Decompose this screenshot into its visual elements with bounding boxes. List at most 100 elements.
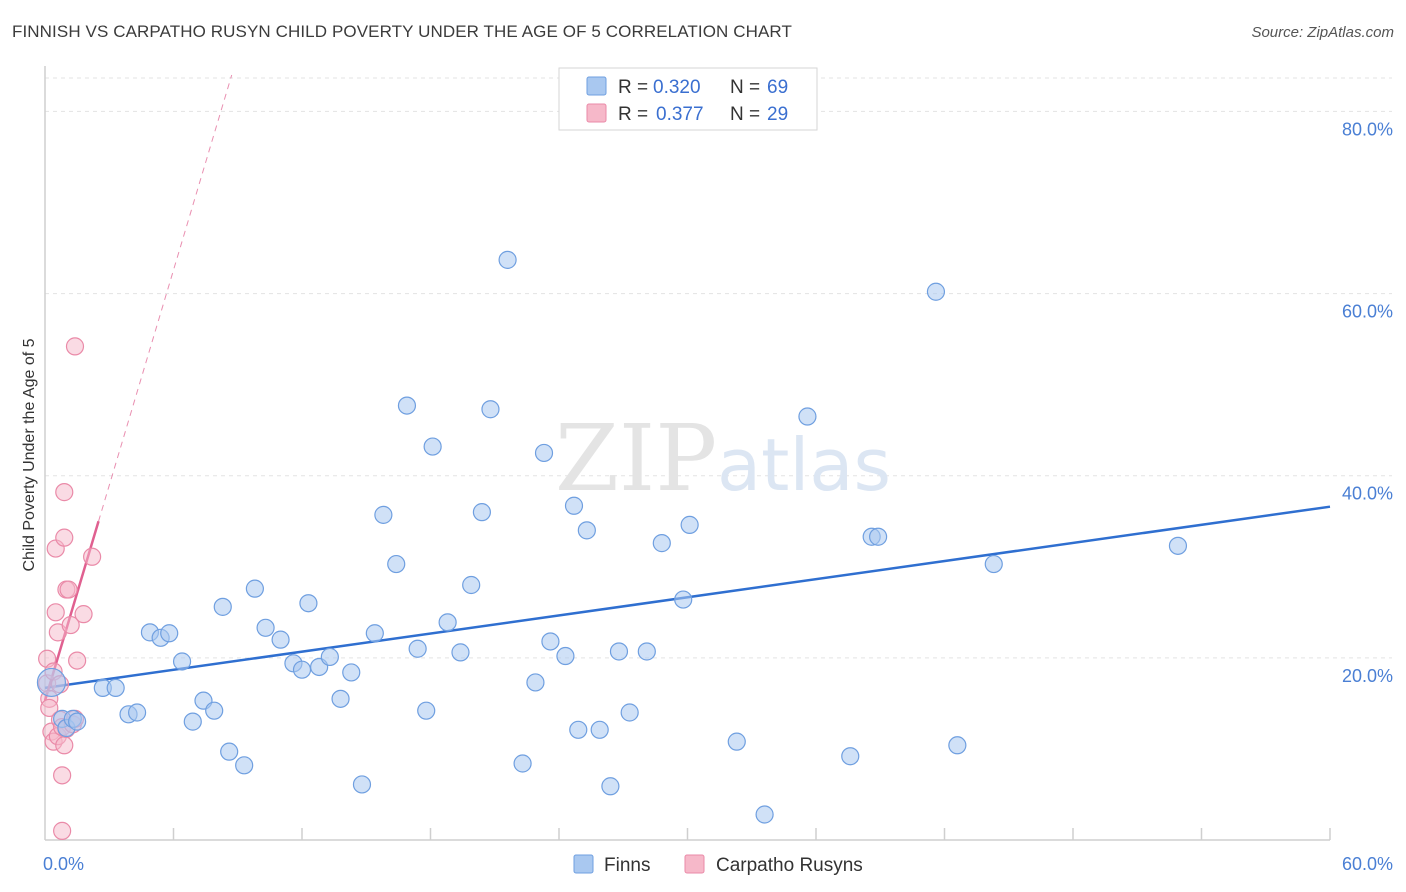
- finns-point: [205, 701, 224, 720]
- series-legend: Finns Carpatho Rusyns: [573, 854, 863, 876]
- rusyn-point: [61, 615, 80, 635]
- finns-point: [948, 736, 967, 755]
- x-tick-label-min: 0.0%: [43, 854, 84, 874]
- y-tick-label-60: 60.0%: [1342, 302, 1393, 322]
- y-tick-label-20: 20.0%: [1342, 666, 1393, 686]
- rusyn-r-label: R =: [618, 104, 648, 125]
- finns-point: [365, 624, 384, 643]
- finns-point: [292, 660, 312, 679]
- rusyn-point: [46, 603, 65, 622]
- gridlines: [45, 77, 1392, 659]
- rusyn-point: [55, 483, 74, 502]
- chart-title: FINNISH VS CARPATHO RUSYN CHILD POVERTY …: [12, 22, 792, 41]
- finns-point: [755, 805, 774, 824]
- finns-point: [320, 647, 339, 667]
- finns-points: [36, 250, 1188, 824]
- finns-point: [438, 613, 457, 632]
- rusyn-point: [55, 528, 74, 547]
- finns-point: [590, 720, 609, 739]
- finns-point: [513, 754, 532, 773]
- finns-point: [620, 703, 639, 722]
- x-tick-label-max: 60.0%: [1342, 854, 1393, 874]
- finns-point: [674, 590, 693, 609]
- finns-point: [984, 554, 1003, 574]
- finns-point: [160, 624, 179, 643]
- finns-point: [271, 630, 290, 649]
- finns-point: [352, 775, 372, 794]
- finns-point: [106, 678, 125, 698]
- y-tick-label-40: 40.0%: [1342, 484, 1393, 504]
- finns-bottom-swatch: [573, 854, 594, 874]
- finns-point: [637, 642, 656, 661]
- finns-point: [387, 554, 406, 574]
- finns-point: [397, 396, 417, 415]
- finns-point: [564, 496, 584, 515]
- finns-r-label: R =: [618, 77, 648, 98]
- rusyn-r-value: 0.377: [656, 104, 704, 125]
- finns-point: [569, 720, 588, 739]
- rusyn-point: [74, 605, 93, 624]
- finns-point: [213, 597, 232, 616]
- finns-point: [451, 643, 470, 662]
- watermark-atlas: atlas: [717, 423, 891, 507]
- finns-point: [183, 712, 202, 731]
- rusyn-legend-swatch: [586, 103, 607, 123]
- rusyn-legend-label: Carpatho Rusyns: [716, 855, 863, 876]
- finns-point: [926, 282, 946, 301]
- finns-r-value: 0.320: [653, 77, 701, 98]
- finns-point: [245, 579, 264, 598]
- finns-point: [220, 742, 239, 761]
- finns-point: [652, 534, 671, 553]
- finns-point: [172, 652, 192, 671]
- source-credit: Source: ZipAtlas.com: [1251, 24, 1394, 41]
- finns-point: [127, 703, 147, 722]
- finns-point: [601, 777, 620, 796]
- rusyn-point: [55, 736, 74, 755]
- finns-point: [1168, 536, 1188, 555]
- rusyn-point: [40, 698, 59, 718]
- rusyn-point: [83, 547, 102, 566]
- finns-point: [299, 594, 318, 613]
- finns-point: [472, 503, 491, 522]
- y-tick-label-80: 80.0%: [1342, 119, 1393, 139]
- finns-point: [680, 515, 699, 534]
- finns-n-label: N =: [730, 77, 760, 98]
- finns-point: [798, 407, 817, 426]
- finns-legend-label: Finns: [604, 855, 650, 876]
- finns-point: [408, 639, 427, 658]
- finns-point: [36, 667, 67, 698]
- finns-point: [331, 689, 350, 708]
- finns-point: [481, 400, 500, 419]
- finns-point: [526, 673, 545, 692]
- rusyn-n-value: 29: [767, 104, 788, 125]
- finns-point: [609, 642, 629, 661]
- rusyn-point: [59, 580, 78, 599]
- rusyn-bottom-swatch: [684, 854, 705, 874]
- rusyn-point: [53, 821, 72, 840]
- finns-point: [541, 632, 560, 651]
- rusyn-point: [53, 766, 72, 785]
- rusyn-n-label: N =: [730, 104, 760, 125]
- finns-point: [577, 521, 596, 540]
- finns-point: [498, 250, 517, 269]
- y-axis-label: Child Poverty Under the Age of 5: [21, 338, 38, 571]
- finns-point: [727, 732, 746, 751]
- finns-point: [841, 747, 860, 766]
- finns-point: [556, 646, 575, 666]
- x-tick-labels: 0.0% 60.0%: [43, 854, 1393, 874]
- finns-n-value: 69: [767, 77, 788, 98]
- finns-point: [462, 575, 481, 595]
- y-tick-labels: 20.0% 40.0% 60.0% 80.0%: [1342, 119, 1393, 685]
- finns-legend-swatch: [586, 76, 607, 96]
- finns-point: [374, 505, 393, 524]
- finns-point: [235, 756, 254, 775]
- watermark: ZIP atlas: [555, 405, 891, 512]
- rusyn-point: [68, 651, 87, 670]
- finns-point: [869, 527, 888, 546]
- finns-point: [534, 443, 554, 463]
- finns-point: [68, 712, 87, 731]
- rusyn-point: [65, 337, 85, 356]
- watermark-zip: ZIP: [555, 405, 717, 512]
- carpatho-rusyn-points: [38, 337, 102, 840]
